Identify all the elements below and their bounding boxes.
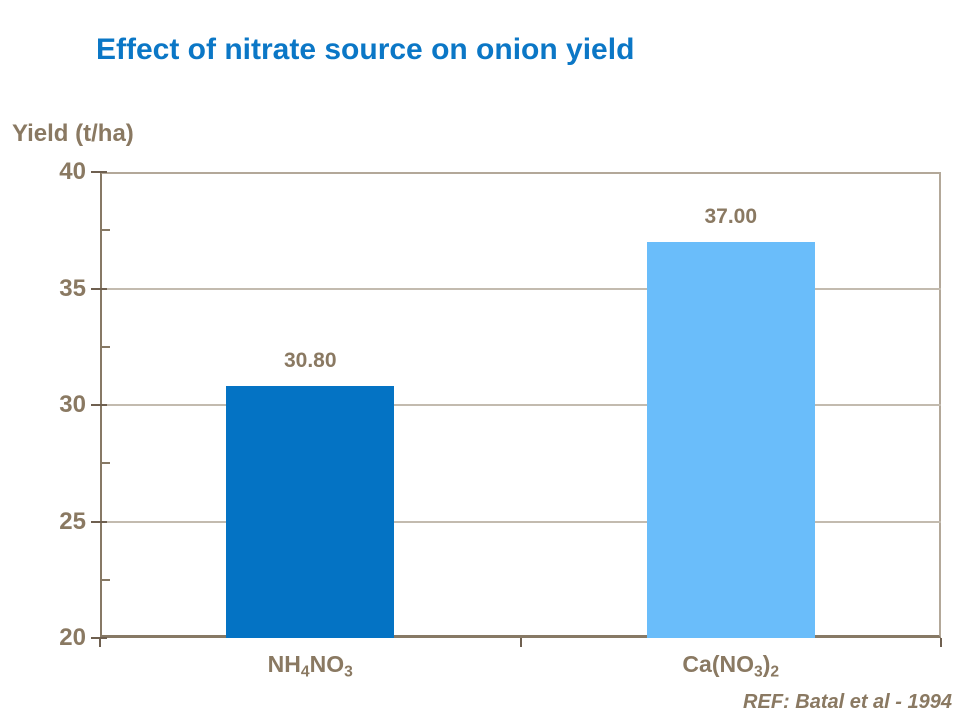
y-axis-title: Yield (t/ha) [12, 120, 134, 147]
y-axis-tick-25 [91, 520, 107, 523]
y-tick-label-20: 20 [59, 624, 86, 651]
x-category-label-1: NH4NO3 [160, 651, 460, 681]
y-tick-label-40: 40 [59, 158, 86, 185]
y-minor-tick-22.5 [102, 578, 110, 581]
y-minor-tick-37.5 [102, 229, 110, 232]
subscript: 2 [770, 663, 780, 681]
x-axis-tick-1 [519, 638, 522, 647]
y-minor-tick-27.5 [102, 462, 110, 465]
subscript: 3 [753, 663, 763, 681]
formula-text: ) [762, 651, 771, 677]
bar-value-label-2: 37.00 [704, 204, 758, 228]
formula-text: NH [267, 651, 301, 677]
y-gridline-25 [100, 520, 941, 523]
bar-NH₄NO₃ [226, 386, 395, 638]
subscript: 3 [344, 663, 353, 681]
bar-Ca(NO₃)₂ [646, 241, 815, 638]
y-gridline-35 [100, 287, 941, 290]
y-tick-label-30: 30 [59, 391, 86, 418]
y-axis-tick-40 [91, 171, 107, 173]
x-axis-tick-0 [99, 638, 101, 647]
y-axis-tick-35 [91, 287, 107, 290]
x-axis-tick-2 [940, 638, 942, 647]
chart-title: Effect of nitrate source on onion yield [96, 33, 635, 66]
subscript: 4 [300, 663, 310, 681]
formula-text: Ca(NO [682, 651, 754, 677]
bar-value-label-1: 30.80 [283, 349, 337, 373]
y-minor-tick-32.5 [102, 345, 110, 348]
y-axis-tick-30 [91, 404, 107, 406]
y-tick-label-35: 35 [59, 274, 86, 302]
y-gridline-30 [100, 404, 941, 406]
reference-note: REF: Batal et al - 1994 [743, 691, 952, 713]
y-tick-label-25: 25 [59, 507, 86, 535]
x-category-label-2: Ca(NO3)2 [581, 651, 881, 681]
formula-text: NO [309, 651, 345, 677]
